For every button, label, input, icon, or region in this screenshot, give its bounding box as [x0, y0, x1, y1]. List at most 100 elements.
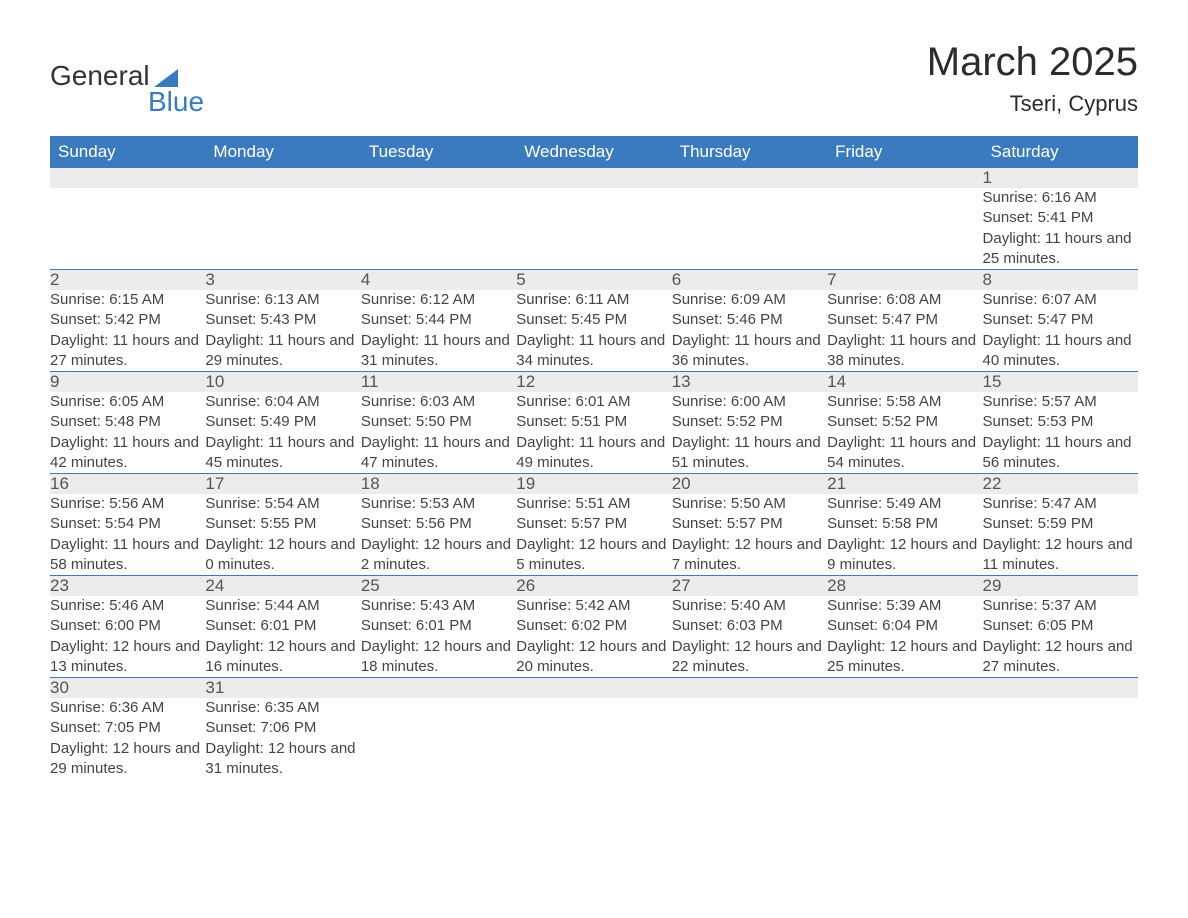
day-number-cell: 2	[50, 270, 205, 291]
day-detail-cell: Sunrise: 5:42 AMSunset: 6:02 PMDaylight:…	[516, 596, 671, 678]
day-number-cell	[516, 168, 671, 188]
day-number-cell: 18	[361, 474, 516, 495]
sunset-line: Sunset: 5:43 PM	[205, 310, 360, 330]
sunrise-line: Sunrise: 6:01 AM	[516, 392, 671, 412]
title-block: March 2025 Tseri, Cyprus	[927, 40, 1138, 117]
sunset-line: Sunset: 5:41 PM	[983, 208, 1138, 228]
day-number-cell: 24	[205, 576, 360, 597]
day-detail-cell: Sunrise: 5:54 AMSunset: 5:55 PMDaylight:…	[205, 494, 360, 576]
day-detail-cell: Sunrise: 5:37 AMSunset: 6:05 PMDaylight:…	[983, 596, 1138, 678]
daylight-line: Daylight: 11 hours and 27 minutes.	[50, 331, 205, 372]
daylight-line: Daylight: 12 hours and 18 minutes.	[361, 637, 516, 678]
day-number-cell	[361, 168, 516, 188]
sunset-line: Sunset: 5:51 PM	[516, 412, 671, 432]
sunrise-line: Sunrise: 5:43 AM	[361, 596, 516, 616]
day-number-cell: 5	[516, 270, 671, 291]
day-detail-cell: Sunrise: 5:44 AMSunset: 6:01 PMDaylight:…	[205, 596, 360, 678]
sunset-line: Sunset: 5:58 PM	[827, 514, 982, 534]
day-detail-cell	[516, 698, 671, 779]
day-detail-cell: Sunrise: 6:05 AMSunset: 5:48 PMDaylight:…	[50, 392, 205, 474]
daylight-line: Daylight: 11 hours and 29 minutes.	[205, 331, 360, 372]
sunrise-line: Sunrise: 5:49 AM	[827, 494, 982, 514]
sunset-line: Sunset: 5:52 PM	[827, 412, 982, 432]
day-detail-cell: Sunrise: 6:09 AMSunset: 5:46 PMDaylight:…	[672, 290, 827, 372]
daylight-line: Daylight: 12 hours and 0 minutes.	[205, 535, 360, 576]
daylight-line: Daylight: 12 hours and 11 minutes.	[983, 535, 1138, 576]
day-detail-cell: Sunrise: 6:13 AMSunset: 5:43 PMDaylight:…	[205, 290, 360, 372]
daylight-line: Daylight: 12 hours and 31 minutes.	[205, 739, 360, 780]
sunset-line: Sunset: 5:49 PM	[205, 412, 360, 432]
day-number-cell: 6	[672, 270, 827, 291]
day-detail-cell: Sunrise: 6:01 AMSunset: 5:51 PMDaylight:…	[516, 392, 671, 474]
sunset-line: Sunset: 6:00 PM	[50, 616, 205, 636]
day-detail-cell	[983, 698, 1138, 779]
daylight-line: Daylight: 11 hours and 56 minutes.	[983, 433, 1138, 474]
day-number-cell: 8	[983, 270, 1138, 291]
daylight-line: Daylight: 12 hours and 7 minutes.	[672, 535, 827, 576]
sunrise-line: Sunrise: 5:44 AM	[205, 596, 360, 616]
sunrise-line: Sunrise: 5:39 AM	[827, 596, 982, 616]
day-detail-cell: Sunrise: 6:36 AMSunset: 7:05 PMDaylight:…	[50, 698, 205, 779]
daylight-line: Daylight: 11 hours and 25 minutes.	[983, 229, 1138, 270]
day-detail-cell: Sunrise: 6:04 AMSunset: 5:49 PMDaylight:…	[205, 392, 360, 474]
daylight-line: Daylight: 12 hours and 5 minutes.	[516, 535, 671, 576]
sunrise-line: Sunrise: 5:40 AM	[672, 596, 827, 616]
day-number-cell: 16	[50, 474, 205, 495]
day-header: Saturday	[983, 136, 1138, 168]
month-title: March 2025	[927, 40, 1138, 85]
day-number-cell	[827, 678, 982, 699]
sunset-line: Sunset: 6:02 PM	[516, 616, 671, 636]
daylight-line: Daylight: 11 hours and 45 minutes.	[205, 433, 360, 474]
day-header: Monday	[205, 136, 360, 168]
day-number-cell	[205, 168, 360, 188]
day-number-cell: 23	[50, 576, 205, 597]
day-detail-cell: Sunrise: 5:50 AMSunset: 5:57 PMDaylight:…	[672, 494, 827, 576]
day-number-cell	[516, 678, 671, 699]
sunset-line: Sunset: 5:53 PM	[983, 412, 1138, 432]
sunset-line: Sunset: 6:01 PM	[361, 616, 516, 636]
sunset-line: Sunset: 5:47 PM	[983, 310, 1138, 330]
daylight-line: Daylight: 12 hours and 29 minutes.	[50, 739, 205, 780]
day-detail-cell	[50, 188, 205, 270]
day-number-cell: 29	[983, 576, 1138, 597]
day-number-cell: 30	[50, 678, 205, 699]
day-number-cell: 13	[672, 372, 827, 393]
daylight-line: Daylight: 11 hours and 54 minutes.	[827, 433, 982, 474]
day-detail-cell: Sunrise: 5:46 AMSunset: 6:00 PMDaylight:…	[50, 596, 205, 678]
daylight-line: Daylight: 11 hours and 49 minutes.	[516, 433, 671, 474]
day-number-cell: 22	[983, 474, 1138, 495]
day-detail-cell	[827, 698, 982, 779]
sunrise-line: Sunrise: 6:15 AM	[50, 290, 205, 310]
day-number-cell: 19	[516, 474, 671, 495]
day-detail-cell	[827, 188, 982, 270]
day-detail-cell: Sunrise: 5:49 AMSunset: 5:58 PMDaylight:…	[827, 494, 982, 576]
sunset-line: Sunset: 5:45 PM	[516, 310, 671, 330]
sunset-line: Sunset: 5:59 PM	[983, 514, 1138, 534]
daylight-line: Daylight: 12 hours and 25 minutes.	[827, 637, 982, 678]
day-number-cell	[983, 678, 1138, 699]
details-row: Sunrise: 5:46 AMSunset: 6:00 PMDaylight:…	[50, 596, 1138, 678]
day-detail-cell	[672, 698, 827, 779]
day-detail-cell: Sunrise: 5:47 AMSunset: 5:59 PMDaylight:…	[983, 494, 1138, 576]
day-detail-cell: Sunrise: 5:40 AMSunset: 6:03 PMDaylight:…	[672, 596, 827, 678]
sunset-line: Sunset: 5:44 PM	[361, 310, 516, 330]
day-detail-cell: Sunrise: 6:15 AMSunset: 5:42 PMDaylight:…	[50, 290, 205, 372]
day-number-cell: 10	[205, 372, 360, 393]
day-detail-cell: Sunrise: 5:43 AMSunset: 6:01 PMDaylight:…	[361, 596, 516, 678]
daylight-line: Daylight: 11 hours and 47 minutes.	[361, 433, 516, 474]
day-detail-cell: Sunrise: 5:58 AMSunset: 5:52 PMDaylight:…	[827, 392, 982, 474]
day-number-cell	[672, 678, 827, 699]
sunrise-line: Sunrise: 6:36 AM	[50, 698, 205, 718]
day-number-cell: 27	[672, 576, 827, 597]
sunrise-line: Sunrise: 5:50 AM	[672, 494, 827, 514]
sunset-line: Sunset: 6:01 PM	[205, 616, 360, 636]
day-detail-cell: Sunrise: 6:16 AMSunset: 5:41 PMDaylight:…	[983, 188, 1138, 270]
day-number-cell: 14	[827, 372, 982, 393]
sunrise-line: Sunrise: 6:00 AM	[672, 392, 827, 412]
day-number-cell: 1	[983, 168, 1138, 188]
day-number-cell: 11	[361, 372, 516, 393]
sunrise-line: Sunrise: 6:16 AM	[983, 188, 1138, 208]
day-detail-cell: Sunrise: 6:35 AMSunset: 7:06 PMDaylight:…	[205, 698, 360, 779]
sunrise-line: Sunrise: 6:11 AM	[516, 290, 671, 310]
sunset-line: Sunset: 5:52 PM	[672, 412, 827, 432]
